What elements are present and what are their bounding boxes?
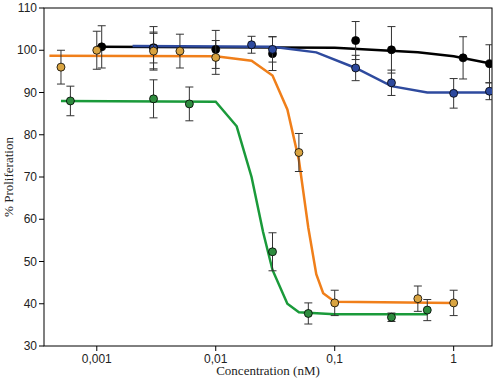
y-tick bbox=[39, 50, 44, 51]
x-axis-label: Concentration (nM) bbox=[216, 363, 320, 378]
y-axis-label: % Proliferation bbox=[1, 137, 16, 217]
x-tick bbox=[453, 346, 454, 351]
data-point bbox=[450, 299, 458, 307]
y-tick bbox=[39, 134, 44, 135]
error-bar bbox=[485, 83, 492, 100]
data-point bbox=[269, 45, 277, 53]
error-bar bbox=[352, 55, 360, 80]
data-point bbox=[352, 37, 360, 45]
data-point bbox=[352, 64, 360, 72]
error-bar bbox=[150, 32, 158, 70]
y-tick-label: 80 bbox=[24, 128, 38, 142]
data-point bbox=[248, 41, 256, 49]
data-point bbox=[295, 148, 303, 156]
error-bar bbox=[185, 87, 193, 121]
error-bar bbox=[450, 290, 458, 315]
y-tick bbox=[39, 177, 44, 178]
x-tick-label: 1 bbox=[450, 352, 457, 366]
y-tick bbox=[39, 261, 44, 262]
x-tick bbox=[96, 346, 97, 351]
error-bar bbox=[57, 50, 65, 84]
y-tick-label: 30 bbox=[24, 339, 38, 353]
error-bar bbox=[176, 34, 184, 68]
error-bar bbox=[459, 37, 467, 79]
y-tick-label: 60 bbox=[24, 212, 38, 226]
data-point bbox=[57, 63, 65, 71]
error-bar bbox=[423, 300, 431, 321]
data-point bbox=[387, 79, 395, 87]
fit-curve bbox=[133, 46, 490, 92]
y-tick-label: 110 bbox=[18, 1, 37, 15]
y-tick-label: 70 bbox=[24, 170, 38, 184]
data-point bbox=[331, 299, 339, 307]
error-bar bbox=[387, 313, 395, 321]
plot-area bbox=[49, 22, 492, 325]
data-point bbox=[459, 54, 467, 62]
x-tick-label: 0,001 bbox=[82, 352, 112, 366]
x-tick bbox=[334, 346, 335, 351]
data-point bbox=[185, 100, 193, 108]
error-bar bbox=[269, 37, 277, 71]
data-point bbox=[93, 46, 101, 54]
error-bar bbox=[150, 80, 158, 118]
error-bar bbox=[269, 233, 277, 271]
error-bar bbox=[269, 37, 277, 62]
error-bar bbox=[304, 303, 312, 324]
error-bar bbox=[295, 133, 303, 171]
y-tick bbox=[39, 92, 44, 93]
data-point bbox=[150, 47, 158, 55]
y-tick-label: 100 bbox=[17, 43, 37, 57]
error-bar bbox=[352, 22, 360, 60]
data-point bbox=[150, 95, 158, 103]
y-tick-label: 40 bbox=[24, 297, 38, 311]
data-point bbox=[387, 46, 395, 54]
data-point bbox=[269, 248, 277, 256]
y-tick bbox=[39, 346, 44, 347]
error-bar bbox=[485, 45, 492, 83]
data-point bbox=[423, 306, 431, 314]
error-bar bbox=[248, 36, 256, 53]
data-point bbox=[450, 89, 458, 97]
data-point bbox=[414, 295, 422, 303]
error-bar bbox=[450, 79, 458, 109]
plot-frame bbox=[44, 8, 492, 346]
error-bar bbox=[387, 70, 395, 95]
y-tick-label: 90 bbox=[24, 86, 38, 100]
data-point bbox=[176, 47, 184, 55]
y-tick bbox=[39, 219, 44, 220]
data-point bbox=[387, 313, 395, 321]
error-bar bbox=[387, 27, 395, 73]
error-bar bbox=[66, 86, 74, 116]
y-tick bbox=[39, 8, 44, 9]
x-tick-label: 0,1 bbox=[326, 352, 343, 366]
fit-curve bbox=[61, 101, 427, 314]
error-bar bbox=[331, 290, 339, 315]
y-tick-label: 50 bbox=[24, 255, 38, 269]
error-bar bbox=[93, 31, 101, 69]
chart: 0,0010,010,1130405060708090100110Concent… bbox=[0, 0, 500, 378]
error-bar bbox=[212, 41, 220, 75]
y-tick bbox=[39, 303, 44, 304]
data-point bbox=[212, 53, 220, 61]
data-point bbox=[485, 87, 492, 95]
x-tick bbox=[215, 346, 216, 351]
data-point bbox=[485, 60, 492, 68]
error-bar bbox=[414, 286, 422, 311]
data-point bbox=[66, 97, 74, 105]
data-point bbox=[304, 309, 312, 317]
